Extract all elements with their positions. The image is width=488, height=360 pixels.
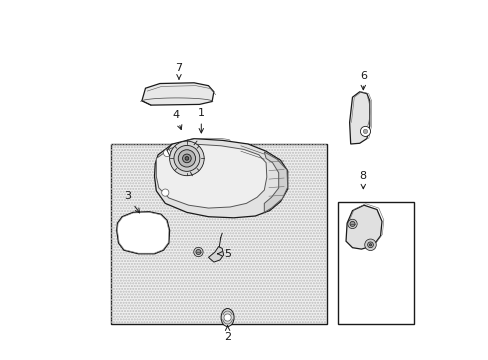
Polygon shape <box>142 83 213 105</box>
Polygon shape <box>349 92 369 144</box>
Circle shape <box>174 145 200 171</box>
Polygon shape <box>346 205 381 249</box>
Bar <box>111 144 326 324</box>
Circle shape <box>367 242 373 248</box>
Circle shape <box>163 149 170 157</box>
Circle shape <box>196 249 201 255</box>
Polygon shape <box>156 144 266 208</box>
Circle shape <box>193 247 203 257</box>
Polygon shape <box>154 139 287 218</box>
Polygon shape <box>117 212 169 254</box>
Polygon shape <box>208 247 223 262</box>
Circle shape <box>185 157 188 160</box>
Circle shape <box>162 189 168 196</box>
Circle shape <box>368 244 371 246</box>
Text: 7: 7 <box>175 63 182 79</box>
Text: 3: 3 <box>124 191 140 213</box>
Circle shape <box>363 129 367 134</box>
Circle shape <box>364 239 375 251</box>
Circle shape <box>224 314 231 321</box>
Circle shape <box>360 126 370 136</box>
Text: 1: 1 <box>197 108 204 133</box>
Ellipse shape <box>221 309 234 327</box>
Text: 5: 5 <box>217 249 230 259</box>
Text: 2: 2 <box>224 326 231 342</box>
Circle shape <box>178 150 195 167</box>
Text: 4: 4 <box>172 110 182 130</box>
Polygon shape <box>264 152 287 212</box>
Text: 6: 6 <box>359 71 366 90</box>
Circle shape <box>182 154 191 163</box>
Text: 8: 8 <box>359 171 366 189</box>
Circle shape <box>169 141 204 176</box>
Bar <box>337 202 413 324</box>
Circle shape <box>347 219 356 229</box>
Circle shape <box>349 221 354 226</box>
Bar <box>111 144 326 324</box>
